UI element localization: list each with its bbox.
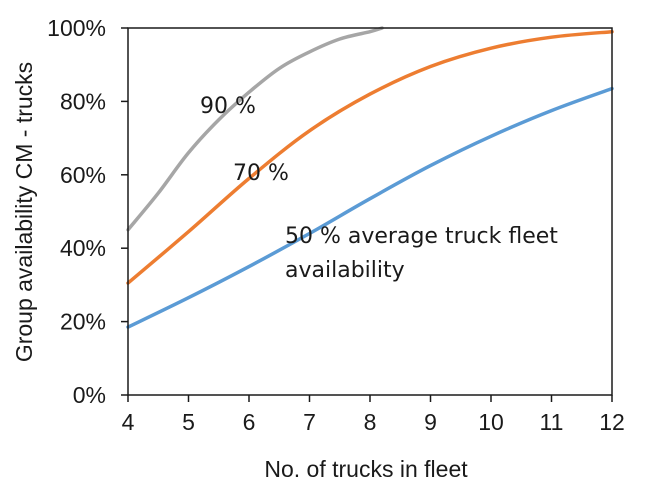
- label-70-percent: 70 %: [233, 161, 289, 186]
- x-tick-label: 11: [540, 409, 564, 435]
- x-tick-label: 6: [243, 409, 256, 435]
- x-tick-label: 4: [122, 409, 135, 435]
- y-tick-label: 40%: [60, 235, 106, 261]
- y-axis-title: Group availability CM - trucks: [11, 62, 37, 362]
- x-tick-label: 5: [182, 409, 195, 435]
- x-axis-title: No. of trucks in fleet: [264, 456, 468, 482]
- label-90-percent: 90 %: [200, 94, 256, 119]
- series-line-70-percent: [126, 29, 614, 285]
- y-tick-label: 20%: [60, 309, 106, 335]
- label-50-percent-line2: availability: [285, 258, 405, 283]
- series-line-50-percent: [126, 86, 614, 329]
- x-tick-label: 8: [364, 409, 377, 435]
- y-tick-label: 100%: [47, 15, 106, 41]
- plot-frame: [127, 27, 613, 396]
- y-tick-label: 80%: [60, 88, 106, 114]
- x-tick-label: 10: [478, 409, 504, 435]
- y-tick-label: 0%: [73, 382, 106, 408]
- label-50-percent-line1: 50 % average truck fleet: [285, 224, 558, 249]
- series-layer: [126, 26, 614, 329]
- series-line-90-percent: [126, 26, 384, 232]
- x-tick-label: 9: [424, 409, 437, 435]
- tick-layer: 4 5 6 7 8 9 10 11 12 0% 20% 40% 60% 80% 100%: [47, 15, 625, 435]
- y-tick-label: 60%: [60, 162, 106, 188]
- x-tick-label: 7: [303, 409, 316, 435]
- x-tick-label: 12: [599, 409, 625, 435]
